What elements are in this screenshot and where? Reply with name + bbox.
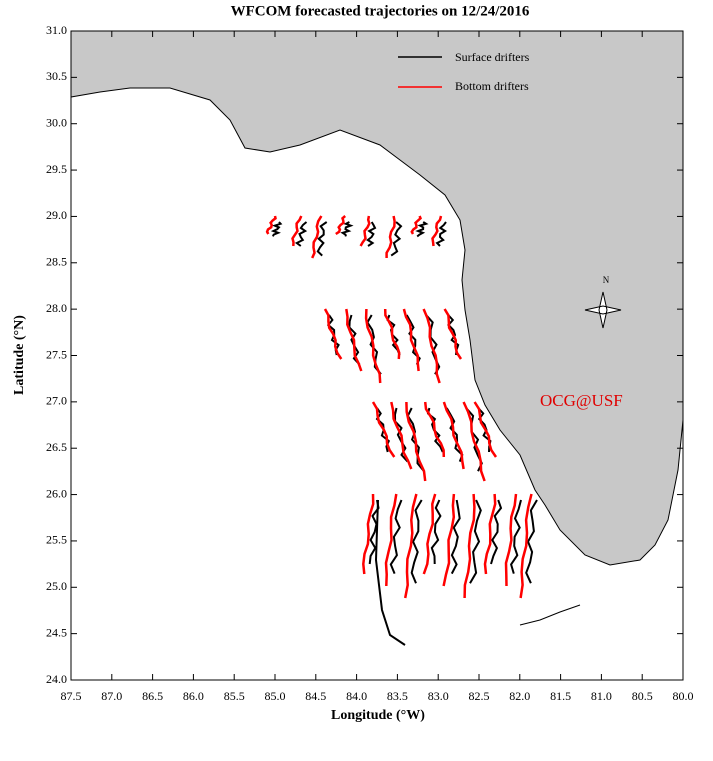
- y-tick-label: 27.0: [46, 394, 67, 408]
- bottom-track: [403, 493, 418, 599]
- surface-track: [390, 221, 403, 257]
- x-tick-label: 87.0: [101, 689, 122, 703]
- x-tick-label: 86.5: [142, 689, 163, 703]
- bottom-track: [371, 401, 396, 458]
- y-tick-label: 25.5: [46, 533, 67, 547]
- keys: [519, 604, 581, 626]
- surface-track: [435, 221, 448, 247]
- legend-label: Surface drifters: [455, 50, 530, 64]
- y-axis-label: Latitude (°N): [12, 315, 27, 395]
- bottom-track: [483, 493, 497, 575]
- x-tick-label: 80.0: [673, 689, 694, 703]
- x-tick-label: 81.5: [550, 689, 571, 703]
- bottom-track: [311, 215, 323, 259]
- bottom-track: [390, 401, 413, 470]
- bottom-track: [402, 308, 420, 372]
- bottom-track: [265, 215, 277, 235]
- bottom-track: [359, 215, 371, 247]
- bottom-track: [364, 308, 382, 384]
- y-tick-label: 24.0: [46, 672, 67, 686]
- surface-track: [410, 499, 423, 584]
- y-tick-label: 29.5: [46, 162, 67, 176]
- surface-track: [525, 499, 538, 584]
- bottom-track: [385, 215, 396, 258]
- x-tick-label: 86.0: [183, 689, 204, 703]
- x-tick-label: 82.0: [509, 689, 530, 703]
- surface-track: [316, 221, 328, 257]
- x-tick-label: 87.5: [61, 689, 82, 703]
- map-title: WFCOM forecasted trajectories on 12/24/2…: [231, 3, 530, 19]
- bottom-track: [362, 493, 375, 575]
- bottom-track: [384, 493, 398, 587]
- y-tick-label: 30.0: [46, 115, 67, 129]
- surface-track: [368, 499, 380, 565]
- legend-label: Bottom drifters: [455, 79, 529, 93]
- surface-track: [374, 499, 406, 646]
- bottom-track: [422, 493, 437, 575]
- surface-track: [406, 407, 425, 472]
- x-tick-label: 85.0: [265, 689, 286, 703]
- bottom-track: [291, 215, 303, 247]
- bottom-track: [463, 493, 476, 599]
- compass-label: N: [603, 275, 610, 285]
- bottom-track: [422, 308, 441, 384]
- bottom-track: [462, 401, 486, 482]
- compass: N: [584, 275, 622, 329]
- y-tick-label: 29.0: [46, 208, 67, 222]
- surface-track: [450, 499, 461, 575]
- surface-track: [445, 407, 464, 462]
- bottom-track: [442, 401, 465, 470]
- y-tick-label: 24.5: [46, 625, 67, 639]
- surface-track: [270, 221, 283, 237]
- y-tick-label: 31.0: [46, 23, 67, 37]
- bottom-track: [335, 215, 347, 236]
- x-tick-label: 82.5: [469, 689, 490, 703]
- bottom-track: [443, 308, 463, 360]
- bottom-track: [431, 215, 443, 247]
- surface-track: [415, 221, 429, 238]
- surface-track: [510, 499, 522, 574]
- bottom-track: [410, 215, 422, 235]
- surface-track: [294, 221, 308, 247]
- surface-track: [430, 499, 442, 565]
- y-tick-label: 28.5: [46, 255, 67, 269]
- surface-track: [469, 499, 482, 584]
- surface-track: [340, 221, 354, 237]
- y-tick-label: 26.0: [46, 486, 67, 500]
- bottom-track: [383, 308, 401, 360]
- surface-track: [366, 221, 377, 247]
- bottom-track: [473, 401, 498, 458]
- y-tick-label: 27.5: [46, 347, 67, 361]
- y-tick-label: 28.0: [46, 301, 67, 315]
- bottom-track: [323, 308, 343, 360]
- bottom-track: [345, 308, 363, 372]
- x-tick-label: 84.0: [346, 689, 367, 703]
- y-tick-label: 26.5: [46, 440, 67, 454]
- x-tick-label: 83.0: [428, 689, 449, 703]
- surface-track: [490, 499, 503, 565]
- y-tick-label: 30.5: [46, 69, 67, 83]
- annotation: OCG@USF: [540, 391, 623, 410]
- x-tick-label: 83.5: [387, 689, 408, 703]
- x-tick-label: 81.0: [591, 689, 612, 703]
- x-tick-label: 85.5: [224, 689, 245, 703]
- x-tick-label: 84.5: [305, 689, 326, 703]
- bottom-track: [423, 401, 446, 458]
- x-axis-label: Longitude (°W): [331, 708, 425, 723]
- trajectories: [265, 215, 538, 646]
- bottom-track: [504, 493, 518, 587]
- surface-track: [389, 499, 403, 574]
- bottom-track: [442, 493, 456, 587]
- y-tick-label: 25.0: [46, 579, 67, 593]
- land: [70, 30, 684, 566]
- x-tick-label: 80.5: [632, 689, 653, 703]
- bottom-track: [519, 493, 533, 599]
- bottom-track: [405, 401, 427, 482]
